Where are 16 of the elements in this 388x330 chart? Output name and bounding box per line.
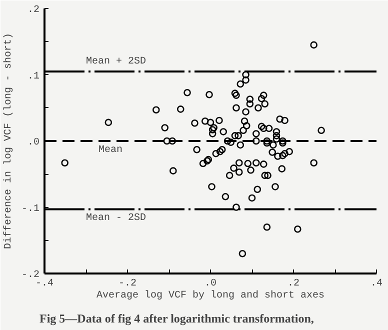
y-tick-label: .2 <box>28 5 40 16</box>
y-tick-label: .1 <box>28 71 40 82</box>
y-tick-label: -.1 <box>21 204 40 215</box>
x-tick-label: -.4 <box>36 278 54 290</box>
x-tick-label: .4 <box>370 278 383 290</box>
ref-line-label: Mean + 2SD <box>86 56 146 68</box>
ref-line-label: Mean - 2SD <box>86 213 146 224</box>
y-axis-title: Difference in log VCF (long - short) <box>2 32 14 250</box>
x-axis-title: Average log VCF by long and short axes <box>96 290 325 302</box>
y-tick-label: .0 <box>28 138 40 148</box>
x-tick-label: .2 <box>288 278 300 290</box>
ref-line-label: Mean <box>98 145 122 156</box>
x-tick-label: -.2 <box>118 278 137 290</box>
x-tick-label: .0 <box>204 278 217 290</box>
y-tick-label: -.2 <box>21 270 40 281</box>
caption: Fig 5—Data of fig 4 after logarithmic transformation, <box>40 312 314 326</box>
